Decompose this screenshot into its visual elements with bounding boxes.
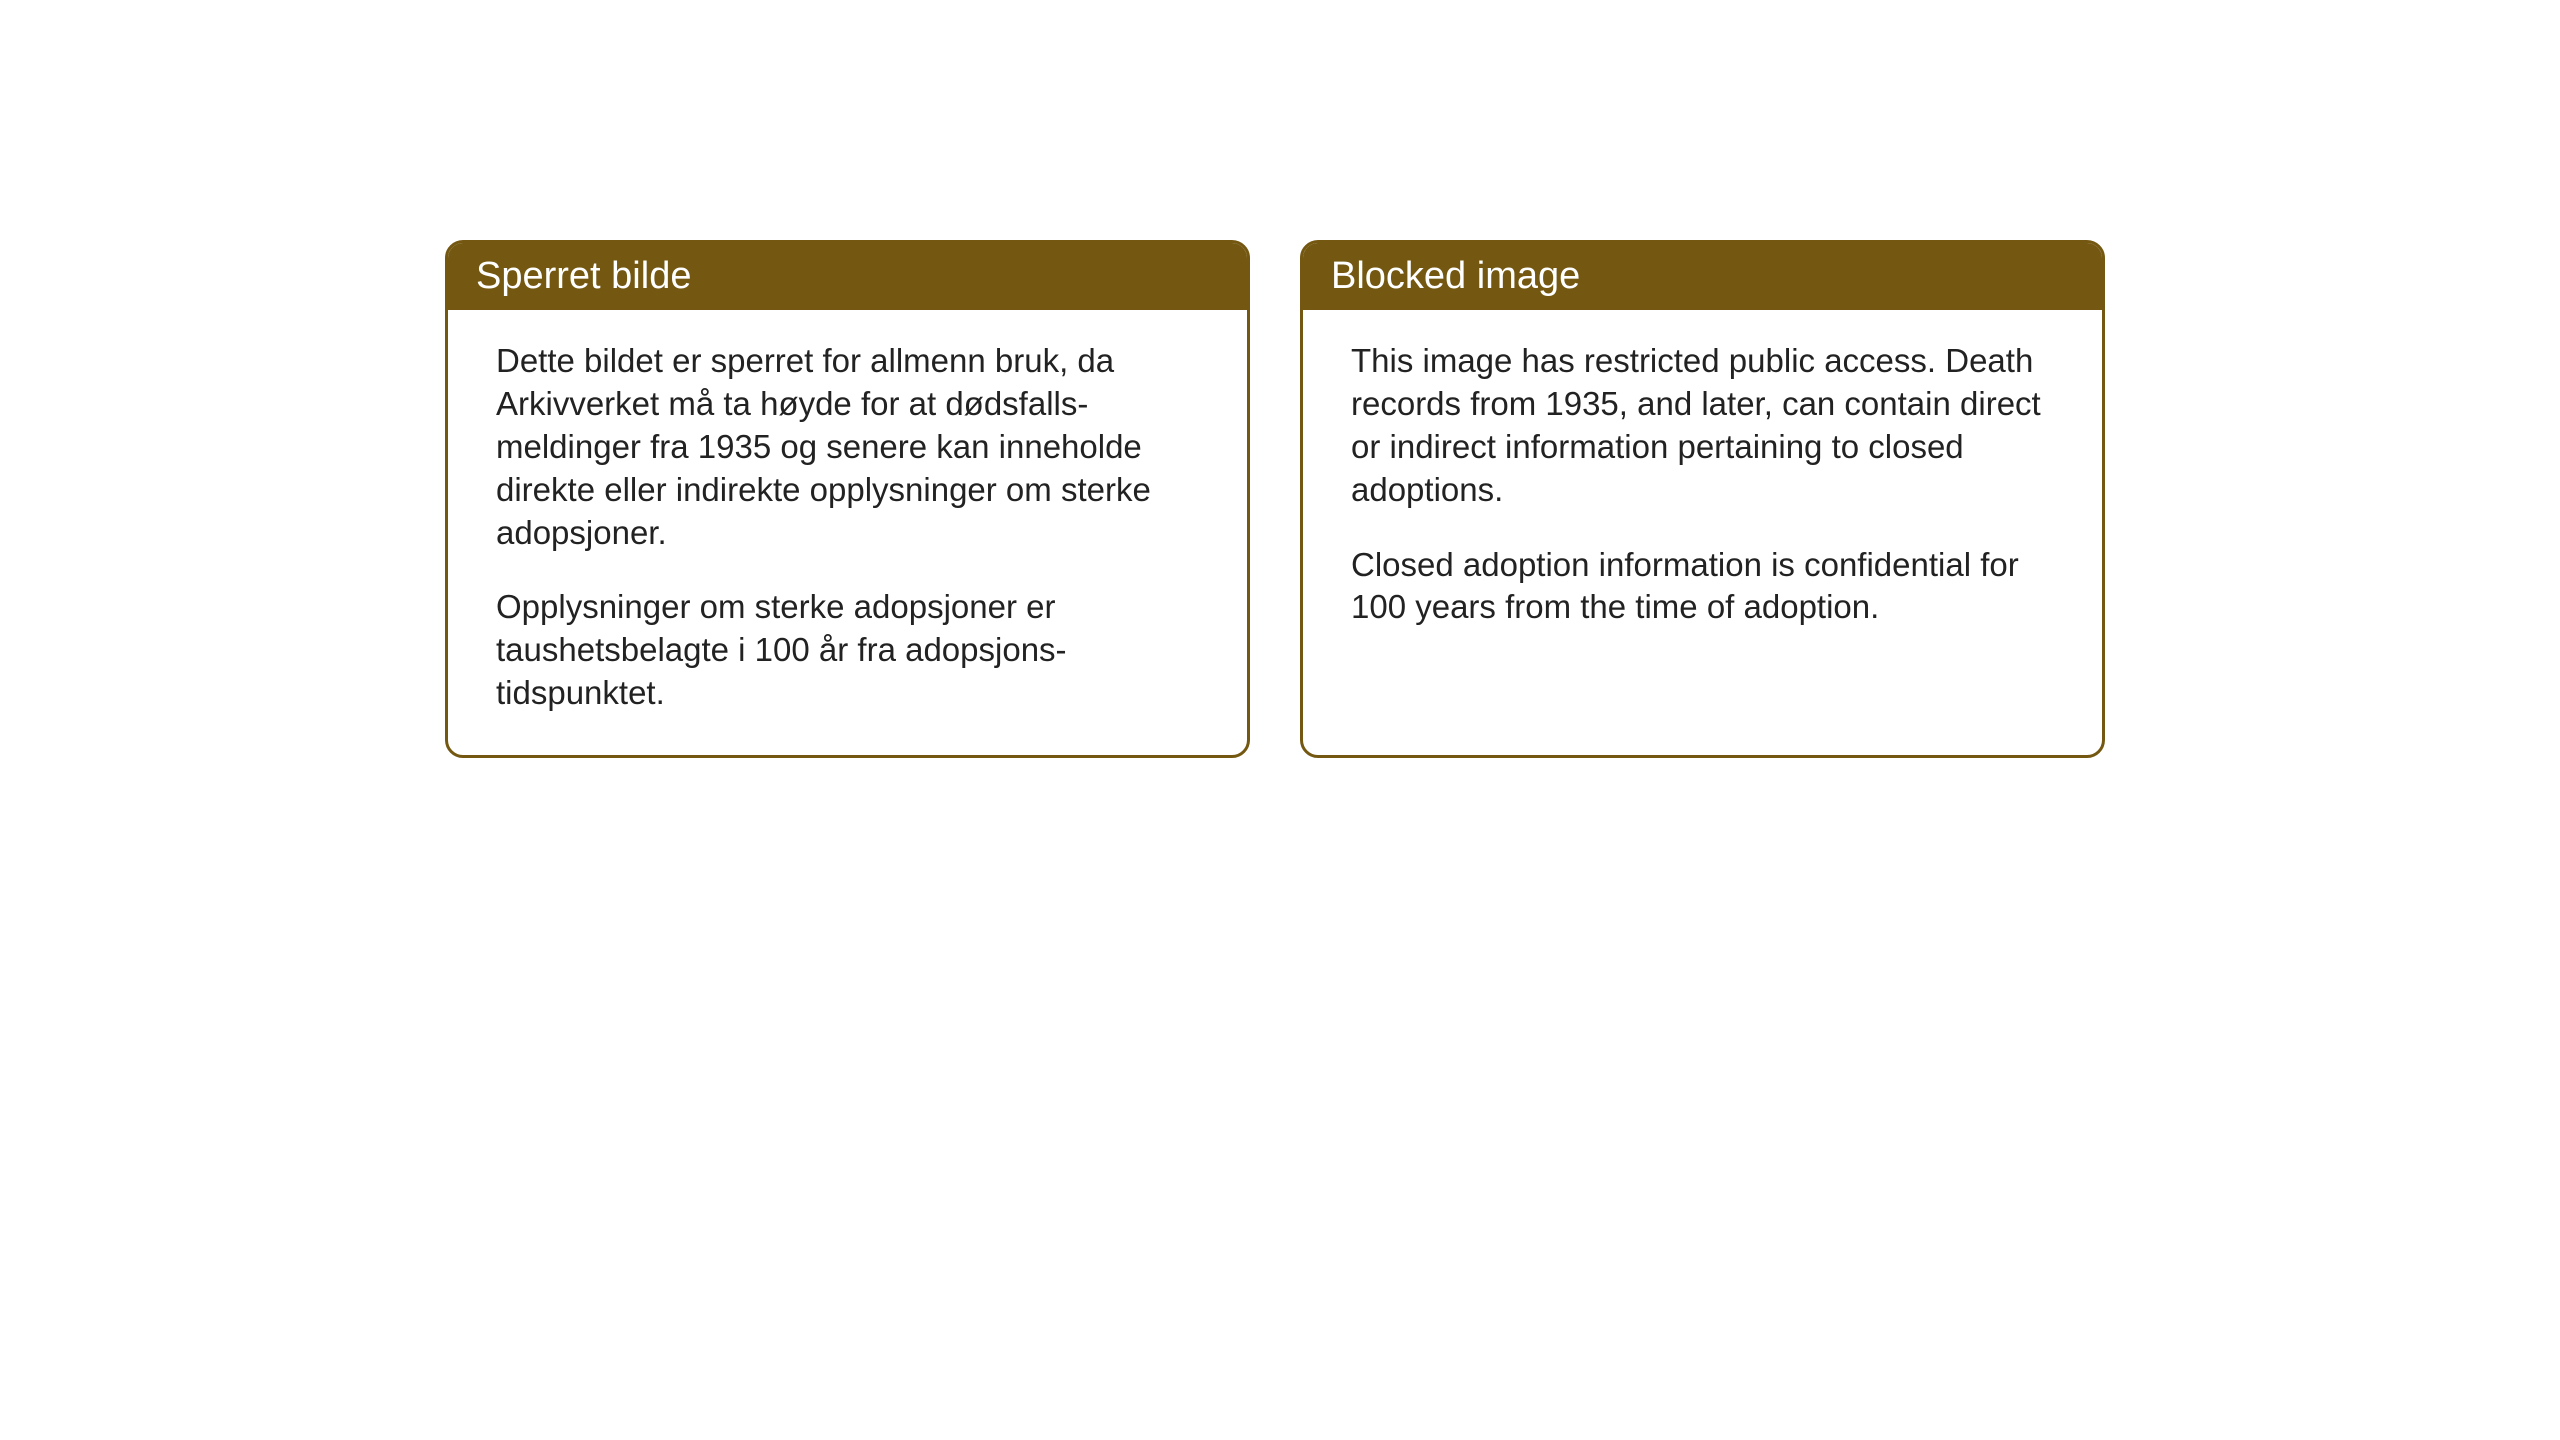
notice-cards-container: Sperret bilde Dette bildet er sperret fo… xyxy=(445,240,2560,758)
norwegian-paragraph-2: Opplysninger om sterke adopsjoner er tau… xyxy=(496,586,1199,715)
norwegian-card-title: Sperret bilde xyxy=(476,255,691,297)
english-paragraph-1: This image has restricted public access.… xyxy=(1351,340,2054,512)
english-card-header: Blocked image xyxy=(1303,243,2102,310)
english-card-body: This image has restricted public access.… xyxy=(1303,310,2102,669)
norwegian-card-body: Dette bildet er sperret for allmenn bruk… xyxy=(448,310,1247,755)
norwegian-card-header: Sperret bilde xyxy=(448,243,1247,310)
norwegian-paragraph-1: Dette bildet er sperret for allmenn bruk… xyxy=(496,340,1199,554)
english-card-title: Blocked image xyxy=(1331,255,1580,297)
norwegian-notice-card: Sperret bilde Dette bildet er sperret fo… xyxy=(445,240,1250,758)
english-notice-card: Blocked image This image has restricted … xyxy=(1300,240,2105,758)
english-paragraph-2: Closed adoption information is confident… xyxy=(1351,544,2054,630)
